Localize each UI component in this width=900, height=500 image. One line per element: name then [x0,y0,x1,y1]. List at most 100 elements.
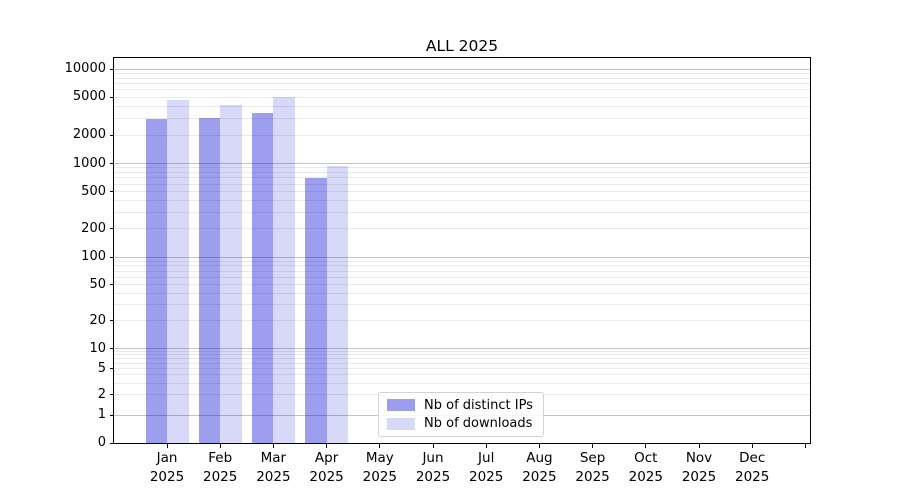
y-tick-label: 2000 [72,127,106,143]
minor-gridline [114,200,810,202]
y-tick-mark [110,163,114,164]
minor-gridline [114,368,810,370]
bar-distinct-ips-mar [251,113,274,443]
x-tick-label-aug: Aug 2025 [522,450,557,485]
minor-gridline [114,183,810,185]
legend-label: Nb of downloads [424,416,533,432]
x-tick-mark [432,444,434,448]
y-tick-label: 10 [89,340,106,356]
legend-swatch-downloads [387,417,415,430]
bar-distinct-ips-jan [145,119,167,443]
y-tick-mark [110,348,114,349]
y-tick-mark [110,442,114,444]
y-tick-label: 1 [97,407,106,422]
minor-gridline [114,351,810,353]
legend-item-downloads: Nb of downloads [387,416,535,431]
y-tick-label: 50 [89,276,106,292]
minor-gridline [114,77,810,79]
x-tick-mark [379,444,381,448]
bar-downloads-apr [326,166,349,443]
minor-gridline [114,83,810,85]
minor-gridline [114,191,810,193]
y-tick-label: 5 [97,360,106,376]
x-tick-mark [804,444,806,448]
y-tick-mark [110,394,114,396]
y-tick-label: 0 [97,435,106,450]
x-tick-label-jun: Jun 2025 [415,450,451,485]
y-tick-mark [110,68,114,70]
minor-gridline [114,276,810,278]
bar-downloads-feb [220,105,242,443]
minor-gridline [114,382,810,384]
major-gridline [114,68,810,70]
minor-gridline [114,354,810,356]
minor-gridline [114,167,810,169]
plot-area [113,57,811,444]
bar-downloads-jan [167,99,189,443]
y-tick-mark [110,414,114,416]
x-tick-label-may: May 2025 [362,450,397,485]
x-tick-mark [326,444,328,448]
minor-gridline [114,228,810,230]
y-tick-mark [110,284,114,286]
minor-gridline [114,72,810,74]
minor-gridline [114,89,810,91]
legend-item-distinct-ips: Nb of distinct IPs [387,398,535,413]
x-tick-label-apr: Apr 2025 [309,450,344,485]
x-tick-mark [166,444,168,448]
y-tick-label: 20 [89,312,106,328]
minor-gridline [114,134,810,136]
x-tick-mark [272,444,274,448]
bar-downloads-mar [273,97,295,443]
x-tick-label-jan: Jan 2025 [149,450,185,485]
major-gridline [114,163,810,164]
bar-distinct-ips-apr [305,177,327,443]
x-tick-mark [538,444,540,448]
x-tick-label-dec: Dec 2025 [735,450,770,485]
minor-gridline [114,270,810,272]
x-tick-mark [592,444,594,448]
x-tick-mark [698,444,700,448]
y-tick-mark [110,320,114,322]
x-tick-mark [751,444,753,448]
minor-gridline [114,358,810,360]
y-tick-label: 2 [97,386,106,402]
minor-gridline [114,265,810,267]
y-tick-mark [110,368,114,370]
y-tick-label: 10000 [64,61,106,76]
minor-gridline [114,106,810,108]
y-tick-mark [110,256,114,258]
y-tick-mark [110,134,114,136]
minor-gridline [114,211,810,213]
legend: Nb of distinct IPs Nb of downloads [378,392,544,437]
minor-gridline [114,304,810,306]
legend-label: Nb of distinct IPs [424,397,533,413]
x-tick-label-sep: Sep 2025 [575,450,610,485]
minor-gridline [114,284,810,286]
x-tick-mark [645,444,647,448]
major-gridline [114,256,810,258]
minor-gridline [114,172,810,174]
x-tick-label-jul: Jul 2025 [469,450,504,485]
minor-gridline [114,117,810,119]
legend-swatch-distinct-ips [387,399,415,412]
x-tick-mark [219,444,221,448]
chart-title: ALL 2025 [425,37,499,55]
y-tick-label: 5000 [72,89,106,105]
x-tick-mark [485,444,487,448]
minor-gridline [114,96,810,98]
major-gridline [114,348,810,349]
minor-gridline [114,320,810,322]
minor-gridline [114,177,810,179]
x-tick-label-mar: Mar 2025 [256,450,291,485]
minor-gridline [114,362,810,364]
y-tick-label: 200 [81,220,106,236]
y-tick-mark [110,191,114,193]
y-tick-mark [110,96,114,98]
y-tick-label: 1000 [72,155,106,171]
y-tick-label: 100 [81,249,106,264]
y-tick-label: 500 [81,183,106,199]
minor-gridline [114,292,810,294]
x-tick-label-oct: Oct 2025 [628,450,663,485]
